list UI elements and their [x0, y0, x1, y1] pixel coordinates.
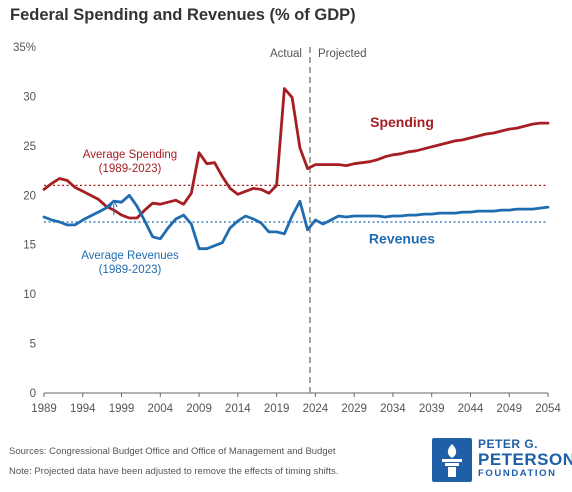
- chart-annotations: Spending Revenues Average Spending (1989-20…: [81, 114, 435, 276]
- x-tick-label: 2019: [264, 403, 290, 415]
- x-tick-label: 2054: [535, 403, 561, 415]
- projected-label: Projected: [318, 48, 367, 60]
- logo-line-2: PETERSON: [478, 450, 572, 469]
- series-lines: [42, 87, 550, 251]
- x-tick-label: 2044: [458, 403, 484, 415]
- x-tick-label: 1989: [31, 403, 57, 415]
- logo-line-1: PETER G.: [478, 437, 539, 451]
- average-revenues-period: (1989-2023): [99, 264, 162, 276]
- x-tick-label: 2009: [186, 403, 212, 415]
- average-spending-period: (1989-2023): [99, 163, 162, 175]
- x-tick-label: 1999: [109, 403, 135, 415]
- axes: 0 5 10 15 20 25 30 35% 1989 1994 1999 2004 2009 2014 2…: [13, 42, 561, 415]
- y-tick-label: 15: [23, 240, 36, 252]
- y-tick-label: 0: [30, 388, 36, 400]
- actual-label: Actual: [270, 48, 302, 60]
- actual-projected-divider: Actual Projected: [270, 47, 367, 393]
- logo-line-3: FOUNDATION: [478, 468, 557, 479]
- revenues-line: [42, 193, 550, 251]
- y-tick-label: 35%: [13, 42, 36, 54]
- x-tick-label: 2024: [303, 403, 329, 415]
- y-tick-label: 30: [23, 91, 36, 103]
- y-tick-label: 20: [23, 190, 36, 202]
- y-tick-label: 10: [23, 289, 36, 301]
- reference-lines: [44, 184, 548, 223]
- footnote: Note: Projected data have been adjusted …: [9, 466, 339, 477]
- spending-series-label: Spending: [370, 114, 434, 130]
- sources-note: Sources: Congressional Budget Office and…: [9, 446, 336, 457]
- y-tick-label: 25: [23, 141, 36, 153]
- x-tick-label: 1994: [70, 403, 96, 415]
- x-tick-label: 2004: [148, 403, 174, 415]
- torch-icon: [432, 438, 472, 482]
- average-spending-label: Average Spending: [83, 149, 177, 161]
- x-tick-label: 2029: [341, 403, 367, 415]
- peterson-foundation-logo: PETER G. PETERSON FOUNDATION: [432, 438, 572, 482]
- spending-line: [42, 87, 550, 220]
- y-tick-label: 5: [30, 339, 36, 351]
- revenues-series-label: Revenues: [369, 231, 435, 247]
- x-tick-label: 2014: [225, 403, 251, 415]
- x-tick-label: 2034: [380, 403, 406, 415]
- x-tick-label: 2049: [496, 403, 522, 415]
- chart-title: Federal Spending and Revenues (% of GDP): [10, 6, 356, 24]
- arrow-head-icon: [109, 200, 118, 208]
- x-tick-label: 2039: [419, 403, 445, 415]
- average-revenues-label: Average Revenues: [81, 250, 179, 262]
